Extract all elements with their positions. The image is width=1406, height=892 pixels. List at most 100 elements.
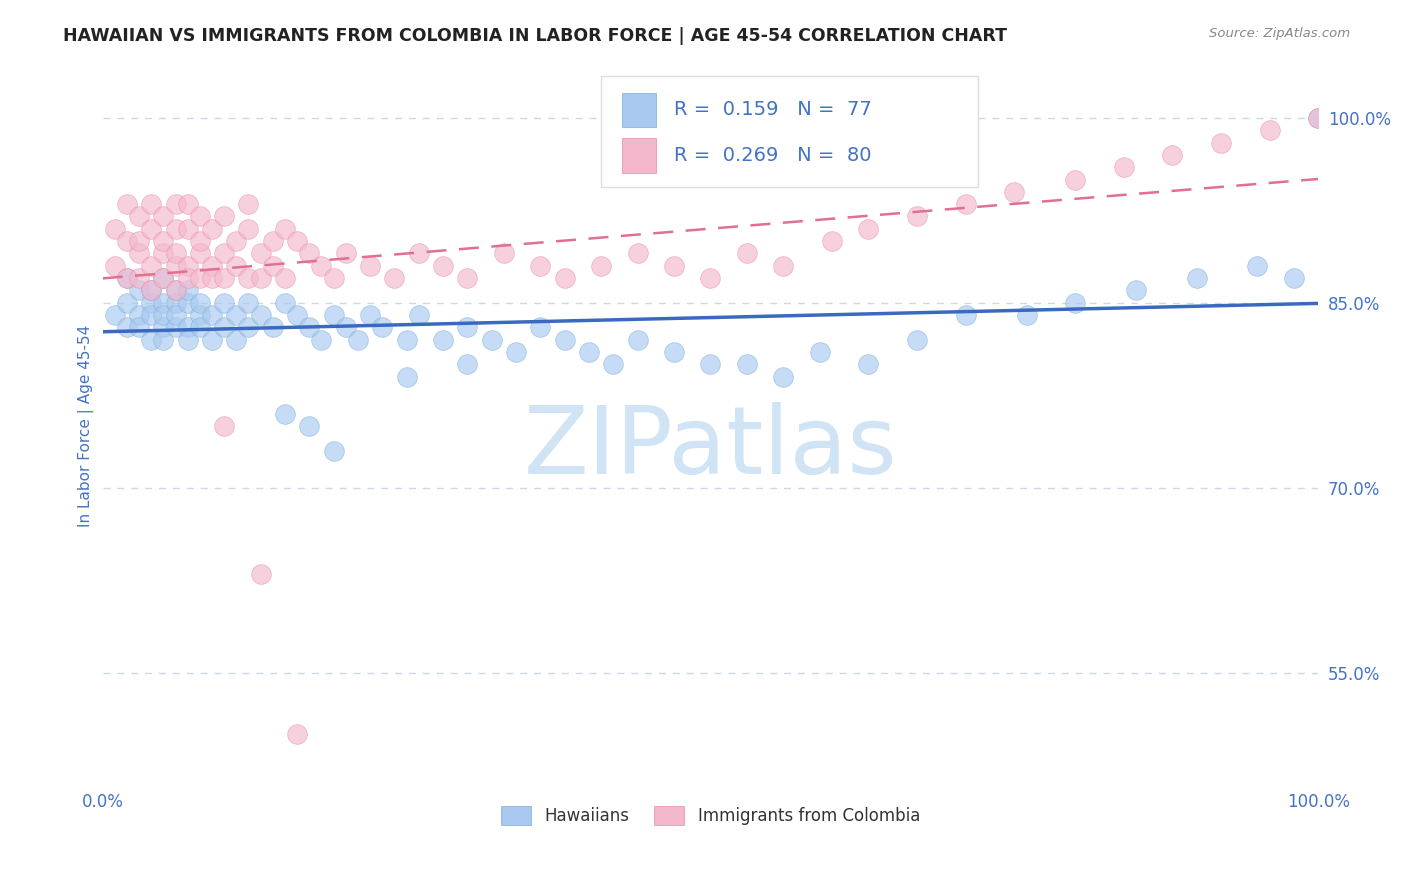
Point <box>505 345 527 359</box>
Text: ZIPatlas: ZIPatlas <box>523 401 897 493</box>
Point <box>212 246 235 260</box>
Point <box>821 234 844 248</box>
Point <box>212 295 235 310</box>
Point <box>212 419 235 434</box>
Point <box>955 197 977 211</box>
Point <box>128 246 150 260</box>
Point <box>225 234 247 248</box>
Point <box>176 295 198 310</box>
Point <box>128 234 150 248</box>
Point <box>432 333 454 347</box>
Point <box>955 308 977 322</box>
Point <box>104 259 127 273</box>
Point <box>238 271 260 285</box>
Point <box>262 320 284 334</box>
Point <box>141 259 163 273</box>
Point <box>165 259 187 273</box>
Point <box>188 320 211 334</box>
Point <box>201 271 224 285</box>
Text: R =  0.269   N =  80: R = 0.269 N = 80 <box>673 146 872 165</box>
Point <box>201 333 224 347</box>
Point <box>662 345 685 359</box>
Point <box>858 358 880 372</box>
Point <box>176 197 198 211</box>
Point <box>128 320 150 334</box>
Point <box>1112 160 1135 174</box>
Point <box>238 295 260 310</box>
Point <box>225 333 247 347</box>
Bar <box>621 138 655 172</box>
Point <box>626 246 648 260</box>
Point <box>274 271 297 285</box>
Point <box>152 308 174 322</box>
Point <box>456 358 478 372</box>
Text: HAWAIIAN VS IMMIGRANTS FROM COLOMBIA IN LABOR FORCE | AGE 45-54 CORRELATION CHAR: HAWAIIAN VS IMMIGRANTS FROM COLOMBIA IN … <box>63 27 1007 45</box>
Point <box>141 308 163 322</box>
Point <box>808 345 831 359</box>
Legend: Hawaiians, Immigrants from Colombia: Hawaiians, Immigrants from Colombia <box>501 806 920 825</box>
Point <box>225 259 247 273</box>
Point <box>1209 136 1232 150</box>
Point <box>141 295 163 310</box>
Point <box>408 246 430 260</box>
Point <box>152 320 174 334</box>
Point <box>274 295 297 310</box>
Point <box>165 246 187 260</box>
Point <box>249 308 271 322</box>
Point <box>529 320 551 334</box>
Point <box>128 308 150 322</box>
Point <box>735 246 758 260</box>
Point <box>141 284 163 298</box>
Point <box>238 197 260 211</box>
Point <box>1015 308 1038 322</box>
Point <box>201 222 224 236</box>
Point <box>141 284 163 298</box>
Point <box>128 284 150 298</box>
Point <box>176 271 198 285</box>
Point <box>115 234 138 248</box>
Point <box>285 308 308 322</box>
Point <box>201 259 224 273</box>
Point <box>905 333 928 347</box>
Point <box>262 234 284 248</box>
Point <box>201 308 224 322</box>
Point <box>371 320 394 334</box>
Point <box>176 284 198 298</box>
Point <box>554 333 576 347</box>
Point <box>359 259 381 273</box>
Point <box>152 271 174 285</box>
Point <box>188 308 211 322</box>
Point <box>188 234 211 248</box>
Point <box>176 222 198 236</box>
Point <box>529 259 551 273</box>
Point <box>322 443 344 458</box>
Point <box>238 320 260 334</box>
Point <box>408 308 430 322</box>
Bar <box>621 93 655 127</box>
Point <box>165 284 187 298</box>
Point <box>249 567 271 582</box>
FancyBboxPatch shape <box>600 76 979 186</box>
Point <box>152 234 174 248</box>
Point <box>188 246 211 260</box>
Point <box>249 271 271 285</box>
Point <box>578 345 600 359</box>
Point <box>456 271 478 285</box>
Point <box>322 308 344 322</box>
Point <box>128 271 150 285</box>
Point <box>322 271 344 285</box>
Point <box>285 234 308 248</box>
Point <box>115 271 138 285</box>
Point <box>699 358 721 372</box>
Point <box>176 320 198 334</box>
Point <box>115 271 138 285</box>
Text: R =  0.159   N =  77: R = 0.159 N = 77 <box>673 100 872 120</box>
Point <box>212 271 235 285</box>
Point <box>152 271 174 285</box>
Point <box>165 222 187 236</box>
Point <box>662 259 685 273</box>
Point <box>772 259 794 273</box>
Point <box>104 222 127 236</box>
Point <box>382 271 405 285</box>
Point <box>165 308 187 322</box>
